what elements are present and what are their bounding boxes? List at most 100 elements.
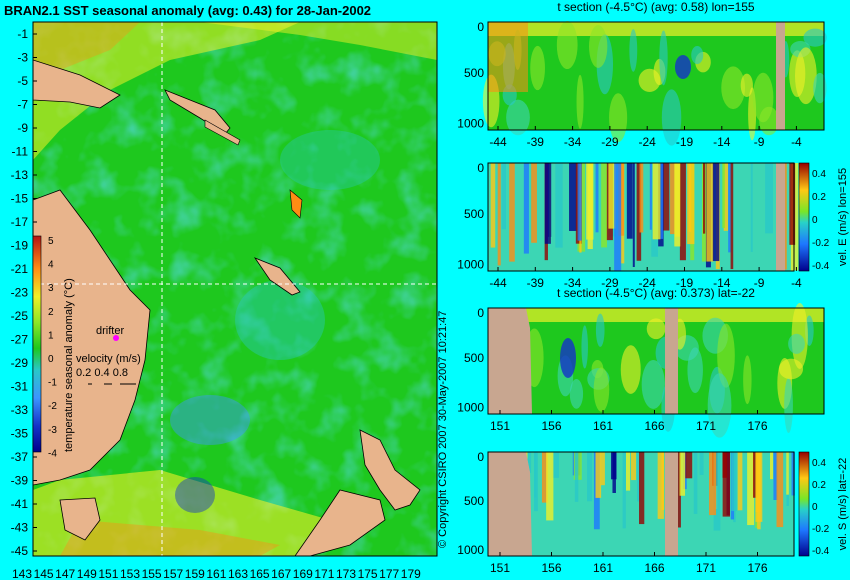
new-caledonia-land <box>253 257 301 296</box>
map-y-tick-label: -15 <box>11 192 29 206</box>
nz-north-land <box>359 429 421 511</box>
australia-land <box>33 189 151 486</box>
map-y-tick-label: -23 <box>11 286 29 300</box>
drifter-legend: drifter <box>96 325 124 337</box>
new-britain-land <box>164 89 231 135</box>
map-x-tick-label: 153 <box>120 567 140 580</box>
section-x-tick-label: -14 <box>713 276 731 290</box>
map-x-tick-label: 143 <box>12 567 32 580</box>
drifter-marker <box>113 335 119 341</box>
section-y-tick-label: 500 <box>464 207 484 221</box>
sst-anomaly-map: BRAN2.1 SST seasonal anomaly (avg: 0.43)… <box>4 3 449 580</box>
map-y-tick-label: -11 <box>12 145 29 159</box>
map-title: BRAN2.1 SST seasonal anomaly (avg: 0.43)… <box>4 3 371 18</box>
map-y-tick-label: -25 <box>11 309 29 323</box>
section-x-tick-label: 151 <box>490 419 510 433</box>
map-x-tick-label: 167 <box>271 567 291 580</box>
anomaly-colorbar-tick-label: 1 <box>48 330 54 341</box>
map-x-tick-label: 155 <box>142 567 162 580</box>
anomaly-colorbar-tick-label: 3 <box>48 283 54 294</box>
section-x-tick-label: -19 <box>676 276 694 290</box>
map-y-tick-label: -29 <box>11 356 29 370</box>
map-y-tick-label: -13 <box>11 168 29 182</box>
velocity-colorbar-tick-label: 0.4 <box>812 169 826 180</box>
section-y-tick-label: 0 <box>477 20 484 34</box>
section-land-mask <box>665 452 678 556</box>
velocity-colorbar-tick-label: -0.4 <box>812 546 830 557</box>
section-panel-4: 0 500 1000 151 156 161 166 171 176 0.4 0.2 0 -0.2 -0.… <box>457 450 849 575</box>
velocity-colorbar-label: vel. E (m/s) lon=155 <box>837 168 849 266</box>
map-y-tick-label: -31 <box>11 380 29 394</box>
section-x-tick-label: 151 <box>490 561 510 575</box>
map-y-ticks: -1 -3 -5 -7 -9 -11 -13 -15 -17 -19 -21 -23 -25 -27 -29… <box>11 27 37 558</box>
anomaly-colorbar <box>32 235 42 453</box>
anomaly-colorbar-tick-label: 4 <box>48 260 54 271</box>
velocity-colorbar-tick-label: -0.2 <box>812 238 830 249</box>
map-x-tick-label: 163 <box>228 567 248 580</box>
map-y-tick-label: -3 <box>17 51 28 65</box>
section-y-tick-label: 1000 <box>457 258 484 272</box>
section-x-tick-label: -39 <box>527 135 545 149</box>
section-x-tick-label: -4 <box>791 135 802 149</box>
section-x-tick-label: -29 <box>601 276 619 290</box>
velocity-colorbar <box>798 162 810 272</box>
section-x-tick-label: -44 <box>489 276 507 290</box>
map-x-tick-label: 157 <box>163 567 183 580</box>
section-land-mask <box>776 163 785 271</box>
map-y-tick-label: -41 <box>11 497 29 511</box>
velocity-colorbar-label: vel. S (m/s) lat=-22 <box>837 458 849 551</box>
map-y-tick-label: -27 <box>11 333 29 347</box>
map-y-tick-label: -5 <box>17 74 28 88</box>
map-y-tick-label: -19 <box>11 239 29 253</box>
map-x-tick-label: 165 <box>250 567 270 580</box>
map-y-tick-label: -9 <box>17 121 28 135</box>
section-x-tick-label: -4 <box>791 276 802 290</box>
section-y-tick-label: 0 <box>477 450 484 464</box>
section-x-tick-label: 161 <box>593 419 613 433</box>
velocity-colorbar <box>798 451 810 557</box>
map-y-tick-label: -1 <box>17 27 28 41</box>
velocity-colorbar-tick-label: -0.2 <box>812 524 830 535</box>
map-y-tick-label: -45 <box>11 544 29 558</box>
section-x-tick-label: 171 <box>696 419 716 433</box>
map-x-tick-label: 177 <box>379 567 399 580</box>
section-x-tick-label: 156 <box>541 561 561 575</box>
section-panel-3: t section (-4.5°C) (avg: 0.373) lat=-22 0… <box>457 286 825 438</box>
map-x-tick-label: 169 <box>293 567 313 580</box>
anomaly-colorbar-ticks: 5 4 3 2 1 0 -1 -2 -3 -4 <box>48 236 57 459</box>
anomaly-colorbar-label: temperature seasonal anomaly (°C) <box>63 278 75 452</box>
velocity-colorbar-tick-label: 0.2 <box>812 480 826 491</box>
map-y-tick-label: -35 <box>11 427 29 441</box>
velocity-colorbar-tick-label: 0 <box>812 215 818 226</box>
section-panel-title: t section (-4.5°C) (avg: 0.58) lon=155 <box>557 0 755 14</box>
section-land-mask <box>776 22 785 130</box>
map-field <box>33 22 437 556</box>
section-x-tick-label: 166 <box>644 561 664 575</box>
velocity-legend-values: 0.2 0.4 0.8 <box>76 367 128 379</box>
section-x-tick-label: 171 <box>696 561 716 575</box>
section-x-tick-label: -44 <box>489 135 507 149</box>
map-y-tick-label: -39 <box>11 474 29 488</box>
section-x-tick-label: -34 <box>564 276 582 290</box>
section-y-tick-label: 1000 <box>457 401 484 415</box>
map-x-tick-label: 171 <box>314 567 334 580</box>
section-x-tick-label: -39 <box>527 276 545 290</box>
section-x-tick-label: 176 <box>747 561 767 575</box>
velocity-colorbar-tick-label: -0.4 <box>812 261 830 272</box>
map-y-tick-label: -7 <box>17 98 28 112</box>
map-y-tick-label: -37 <box>11 450 29 464</box>
anomaly-colorbar-tick-label: 0 <box>48 354 54 365</box>
anomaly-colorbar-tick-label: 2 <box>48 307 54 318</box>
map-x-tick-label: 161 <box>206 567 226 580</box>
map-x-tick-label: 173 <box>336 567 356 580</box>
map-x-tick-label: 145 <box>34 567 54 580</box>
map-x-ticks: 143 145 147 149 151 153 155 157 159 161 163 165 167 1… <box>12 567 421 580</box>
section-x-tick-label: -9 <box>754 135 765 149</box>
anomaly-colorbar-tick-label: -3 <box>48 425 57 436</box>
copyright-note: © Copyright CSIRO 2007 30-May-2007 10:21… <box>437 311 449 548</box>
section-land-mask <box>488 452 532 556</box>
section-x-tick-label: -29 <box>601 135 619 149</box>
section-y-tick-label: 500 <box>464 494 484 508</box>
anomaly-colorbar-tick-label: -1 <box>48 378 57 389</box>
